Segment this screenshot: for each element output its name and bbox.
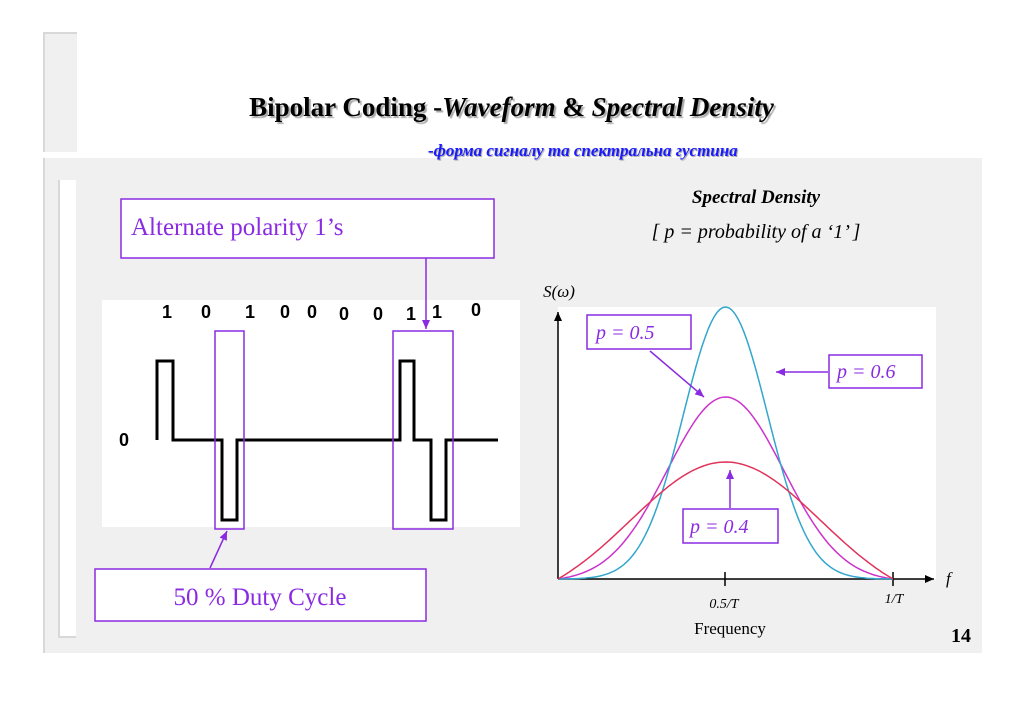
page-number: 14 <box>951 625 971 647</box>
duty-cycle-highlight-box <box>214 330 245 530</box>
bit-label: 1 <box>245 302 255 322</box>
inner-frame <box>58 180 76 638</box>
bit-label: 1 <box>432 302 442 322</box>
bit-label: 0 <box>280 302 290 322</box>
spectral-curve-p06 <box>558 306 893 580</box>
alternate-polarity-text: Alternate polarity 1’s <box>131 214 343 241</box>
zero-level-label: 0 <box>119 430 129 450</box>
x-axis-caption: Frequency <box>694 619 766 638</box>
tick-label: 1/T <box>885 592 905 607</box>
top-frame <box>43 32 77 152</box>
bit-labels: 1 0 1 0 0 0 0 1 1 0 <box>162 300 481 324</box>
label-box-p05 <box>586 314 692 350</box>
waveform-panel <box>102 300 520 527</box>
slide-title: Bipolar Coding -Waveform & Spectral Dens… <box>249 92 774 122</box>
duty-cycle-arrow <box>209 530 228 569</box>
bit-label: 1 <box>406 304 416 324</box>
spectral-curve-p04 <box>557 461 894 580</box>
slide-subtitle: -форма сигналу та спектральна густина <box>428 141 738 160</box>
alternate-polarity-highlight-box <box>392 330 454 530</box>
curve-label: p = 0.5 <box>594 322 655 344</box>
bit-label: 1 <box>162 302 172 322</box>
duty-cycle-text: 50 % Duty Cycle <box>174 584 347 611</box>
label-box-p06 <box>828 354 923 389</box>
bit-label: 0 <box>307 302 317 322</box>
bit-label: 0 <box>471 300 481 320</box>
x-axis-label: f <box>946 569 953 588</box>
curve-label: p = 0.6 <box>835 361 896 383</box>
bit-label: 0 <box>373 304 383 324</box>
label-box-p04 <box>682 508 779 544</box>
y-axis-label: S(ω) <box>543 282 575 301</box>
bit-label: 0 <box>201 302 211 322</box>
spectral-curve-p05 <box>557 396 894 580</box>
arrow-p05 <box>649 350 705 398</box>
alternate-polarity-callout <box>120 198 495 259</box>
bit-label: 0 <box>339 304 349 324</box>
spectrum-subheading: [ p = probability of a ‘1’ ] <box>652 221 861 243</box>
spectrum-heading: Spectral Density <box>692 187 821 208</box>
bipolar-waveform <box>155 359 498 522</box>
curve-label: p = 0.4 <box>688 516 749 538</box>
duty-cycle-callout <box>94 568 427 622</box>
tick-label: 0.5/T <box>709 597 739 612</box>
